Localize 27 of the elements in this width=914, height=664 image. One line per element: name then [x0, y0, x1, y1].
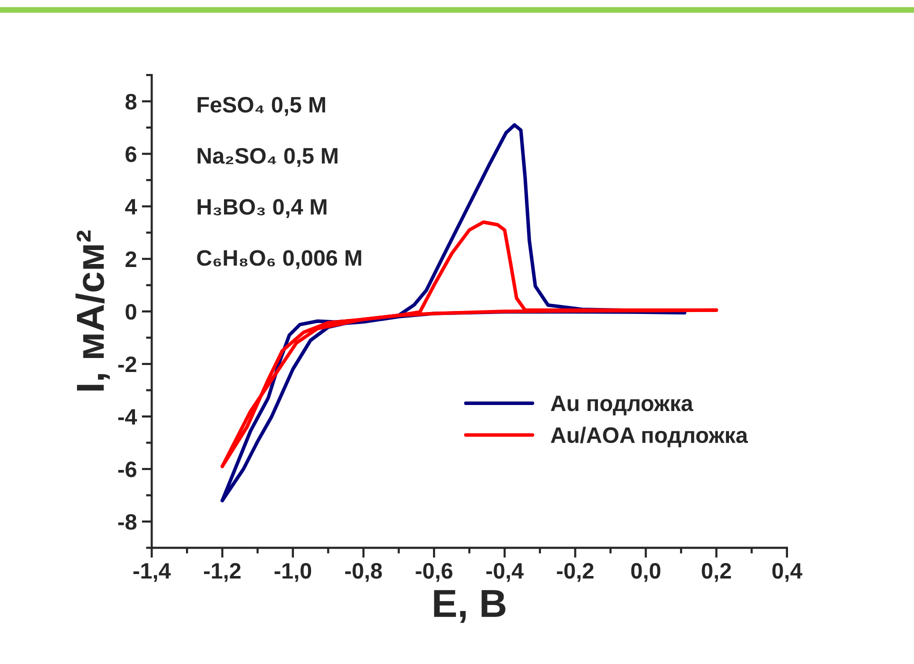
y-tick-label: -8 [118, 514, 136, 530]
x-tick-label: -1,0 [274, 562, 312, 582]
y-tick-label: -2 [118, 356, 136, 372]
y-tick-label: -4 [118, 409, 138, 425]
annotation: FeSO₄ 0,5 M [198, 96, 326, 116]
y-tick-label: 6 [126, 146, 136, 162]
y-axis-title: I, мА/см² [76, 230, 110, 391]
y-tick-label: -6 [118, 462, 136, 478]
x-tick-label: -0,2 [556, 562, 594, 582]
annotation: C₆H₈O₆ 0,006 M [197, 250, 362, 270]
y-tick-label: 4 [125, 199, 138, 214]
x-tick-label: -1,4 [133, 563, 171, 582]
legend-label: Au подложка [550, 396, 694, 416]
x-tick-label: -0,8 [345, 562, 382, 582]
y-tick-label: 2 [126, 251, 136, 267]
y-tick-label: 0 [126, 304, 136, 320]
annotation: H₃BO₃ 0,4 M [198, 199, 326, 218]
y-tick-label: 8 [125, 94, 136, 110]
annotation: Na₂SO₄ 0,5 M [198, 148, 338, 167]
x-tick-label: 0,4 [772, 562, 802, 582]
x-tick-label: 0,2 [702, 562, 731, 582]
x-tick-label: 0,0 [631, 562, 660, 582]
x-axis-title: E, В [434, 590, 506, 623]
x-tick-label: -0,6 [416, 562, 452, 582]
x-tick-label: -0,4 [486, 562, 524, 582]
legend-label: Au/AOA подложка [550, 426, 748, 448]
x-tick-label: -1,2 [204, 562, 241, 582]
